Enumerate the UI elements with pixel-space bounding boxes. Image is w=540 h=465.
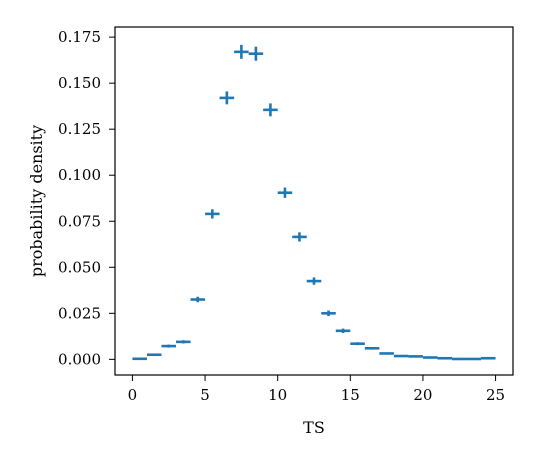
data-point <box>205 209 220 219</box>
data-point <box>393 354 409 358</box>
plot-frame <box>114 26 514 376</box>
y-tick-label: 0.150 <box>58 74 101 92</box>
x-axis: 0 5 10 15 20 25 <box>128 375 505 404</box>
data-point <box>176 340 191 344</box>
x-tick-label: 15 <box>341 386 360 404</box>
plot-area <box>132 44 496 361</box>
data-point <box>161 344 177 348</box>
data-point <box>422 356 438 359</box>
y-tick-label: 0.125 <box>58 120 101 138</box>
y-tick-label: 0.075 <box>58 212 101 230</box>
data-point <box>277 187 293 198</box>
y-tick-label: 0.100 <box>58 166 101 184</box>
data-point <box>219 91 235 105</box>
x-axis-label: TS <box>303 418 325 437</box>
x-tick-label: 10 <box>268 386 287 404</box>
x-tick-label: 0 <box>128 386 138 404</box>
data-point <box>437 356 452 360</box>
y-axis: 0.000 0.025 0.050 0.075 0.100 0.125 0.150 0.175 <box>58 28 115 368</box>
data-point <box>306 277 322 285</box>
data-point <box>263 103 278 117</box>
y-tick-label: 0.025 <box>58 304 101 322</box>
data-point <box>190 296 206 303</box>
data-point <box>248 46 264 61</box>
data-point <box>408 355 423 358</box>
data-point <box>350 342 365 346</box>
x-tick-label: 20 <box>413 386 432 404</box>
data-point <box>335 328 351 334</box>
data-point <box>364 347 380 350</box>
y-tick-label: 0.175 <box>58 28 101 46</box>
data-point <box>292 232 307 242</box>
data-point <box>379 352 394 355</box>
x-tick-label: 25 <box>486 386 505 404</box>
data-point <box>234 44 249 59</box>
x-tick-label: 5 <box>200 386 210 404</box>
y-axis-label: probability density <box>27 125 46 277</box>
data-point <box>481 356 496 360</box>
data-point <box>146 353 162 357</box>
y-tick-label: 0.000 <box>58 350 101 368</box>
data-point <box>132 357 147 361</box>
data-point <box>321 310 336 317</box>
y-tick-label: 0.050 <box>58 258 101 276</box>
